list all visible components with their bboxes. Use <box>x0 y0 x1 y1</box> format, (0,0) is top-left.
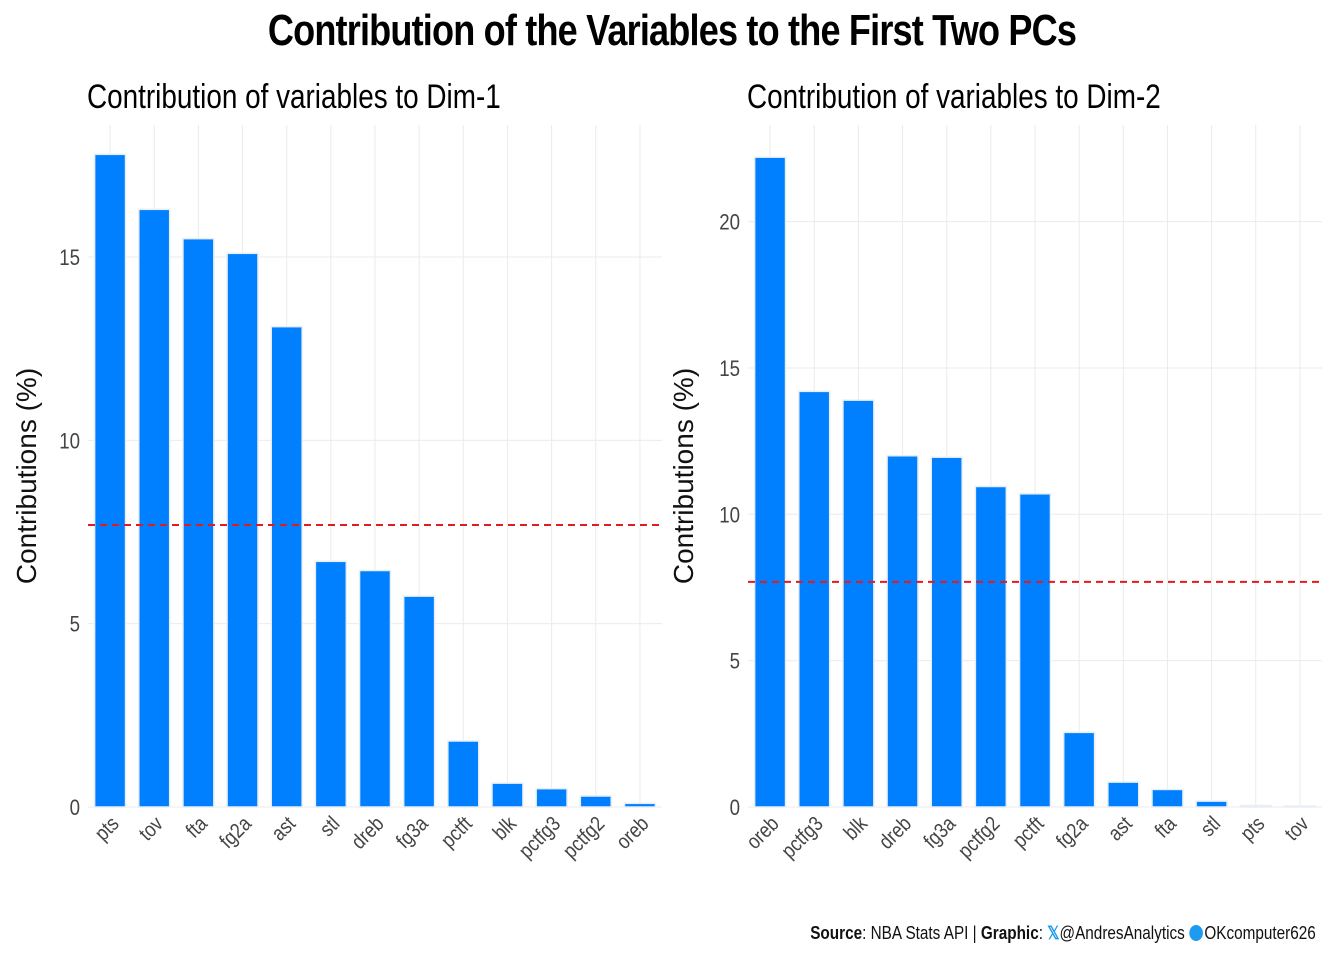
github-icon <box>1189 925 1203 941</box>
x-tick-label-dreb: dreb <box>874 812 916 854</box>
x-tick-label-fta: fta <box>1150 812 1181 843</box>
bar-pctfg3 <box>535 787 568 808</box>
source-label: Source <box>810 923 863 943</box>
bar-fta <box>182 237 215 808</box>
bar-dreb <box>886 455 919 808</box>
x-tick-label-pctft: pctft <box>437 812 478 853</box>
graphic-label: Graphic <box>981 923 1039 943</box>
x-tick-label-tov: tov <box>134 812 168 846</box>
x-tick-label-pctfg3: pctfg3 <box>514 812 565 863</box>
x-tick-label-pts: pts <box>1236 812 1270 846</box>
twitter-handle[interactable]: @AndresAnalytics <box>1059 923 1186 943</box>
bar-pctfg3 <box>798 390 831 808</box>
bar-tov <box>138 208 171 808</box>
x-tick-label-pctft: pctft <box>1008 812 1049 853</box>
bar-pctfg2 <box>974 485 1008 808</box>
bar-fg2a <box>1062 731 1096 808</box>
x-tick-label-fg3a: fg3a <box>392 812 433 853</box>
y-tick-label: 10 <box>59 430 80 454</box>
bar-pts <box>93 153 127 808</box>
bar-ast <box>270 325 303 808</box>
github-handle[interactable]: OKcomputer626 <box>1204 923 1316 943</box>
x-tick-label-pctfg3: pctfg3 <box>777 812 828 863</box>
y-tick-label: 0 <box>70 797 80 821</box>
bar-pctft <box>447 740 480 808</box>
y-tick-label: 0 <box>730 797 740 821</box>
source-text: : NBA Stats API | <box>862 923 982 943</box>
bar-pctfg2 <box>579 795 612 808</box>
x-tick-label-blk: blk <box>839 812 872 845</box>
x-tick-label-ast: ast <box>1104 812 1138 846</box>
bar-oreb <box>753 156 787 808</box>
x-tick-label-pctfg2: pctfg2 <box>954 812 1005 863</box>
bar-oreb <box>623 802 657 808</box>
y-tick-label: 5 <box>730 650 740 674</box>
x-tick-label-fg2a: fg2a <box>215 812 256 853</box>
y-axis-label: Contributions (%) <box>11 368 42 584</box>
bar-blk <box>842 399 875 808</box>
x-tick-label-fta: fta <box>181 812 212 843</box>
x-tick-label-pctfg2: pctfg2 <box>558 812 609 863</box>
bar-blk <box>491 782 524 808</box>
y-tick-label: 20 <box>719 211 740 235</box>
x-tick-label-fg2a: fg2a <box>1052 812 1093 853</box>
x-tick-label-pts: pts <box>90 812 124 846</box>
x-tick-label-stl: stl <box>1196 812 1225 841</box>
bar-pts <box>1239 804 1272 808</box>
x-tick-label-ast: ast <box>267 812 301 846</box>
y-tick-label: 10 <box>719 504 740 528</box>
x-tick-label-dreb: dreb <box>347 812 389 854</box>
x-tick-label-stl: stl <box>315 812 344 841</box>
bar-tov <box>1283 805 1317 808</box>
bar-fg3a <box>402 595 436 808</box>
bar-stl <box>1195 800 1228 808</box>
caption: Source: NBA Stats API | Graphic: 𝕏@Andre… <box>810 923 1316 944</box>
x-tick-label-blk: blk <box>488 812 521 845</box>
bar-fg3a <box>930 456 963 808</box>
x-tick-label-oreb: oreb <box>612 812 654 854</box>
graphic-text: : <box>1038 923 1048 943</box>
panel-title-dim1: Contribution of variables to Dim-1 <box>87 78 501 116</box>
bar-pctft <box>1018 493 1052 808</box>
panel-title-dim2: Contribution of variables to Dim-2 <box>747 78 1161 116</box>
bar-dreb <box>358 569 392 808</box>
y-axis-label: Contributions (%) <box>668 368 699 584</box>
y-tick-label: 15 <box>59 247 80 271</box>
y-tick-label: 15 <box>719 358 740 382</box>
y-tick-label: 5 <box>70 613 80 637</box>
chart-main-title: Contribution of the Variables to the Fir… <box>267 6 1077 55</box>
bar-fta <box>1151 788 1184 808</box>
x-tick-label-tov: tov <box>1280 812 1314 846</box>
bar-fg2a <box>226 252 259 808</box>
bar-ast <box>1107 781 1140 808</box>
bar-stl <box>314 560 348 808</box>
x-logo-icon: 𝕏 <box>1047 923 1060 943</box>
